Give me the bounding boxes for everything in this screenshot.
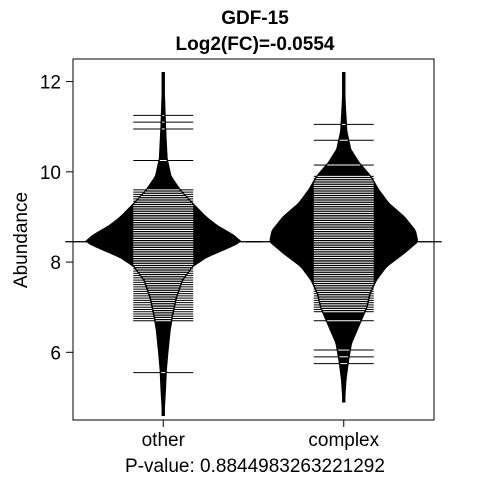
x-tick-label-complex: complex [308,430,379,451]
plot-area [65,72,442,416]
y-tick-label-12: 12 [40,73,61,94]
y-axis: 6 8 10 12 [40,73,73,364]
y-tick-label-8: 8 [50,253,61,274]
y-axis-label: Abundance [11,192,32,288]
x-axis: other complex [142,420,380,451]
chart-title: GDF-15 [221,8,289,29]
y-tick-label-6: 6 [50,343,61,364]
y-tick-label-10: 10 [40,163,61,184]
x-tick-label-other: other [142,430,186,451]
x-axis-label: P-value: 0.8844983263221292 [125,456,385,477]
plot-frame [72,58,435,421]
chart-subtitle: Log2(FC)=-0.0554 [176,34,335,55]
